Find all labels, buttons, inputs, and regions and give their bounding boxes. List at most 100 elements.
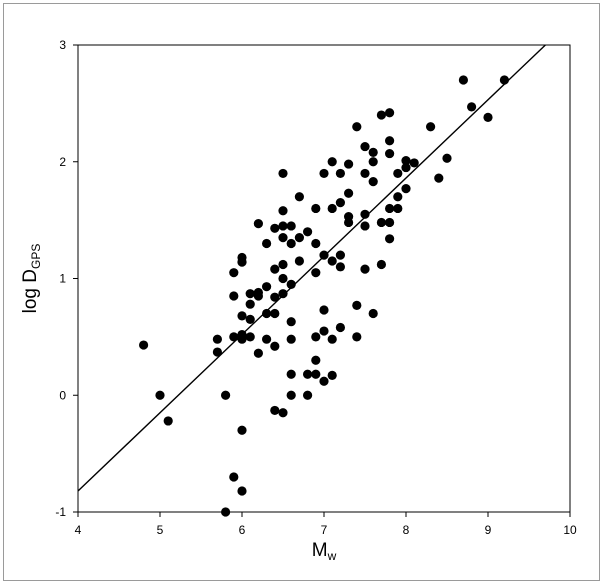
data-points bbox=[139, 75, 509, 517]
data-point bbox=[319, 250, 329, 260]
data-point bbox=[335, 262, 345, 272]
data-point bbox=[360, 221, 370, 231]
data-point bbox=[253, 348, 263, 358]
data-point bbox=[335, 322, 345, 333]
data-point bbox=[212, 347, 222, 357]
data-point bbox=[221, 390, 231, 400]
x-axis-title-subscript: w bbox=[327, 549, 337, 563]
data-point bbox=[401, 162, 411, 173]
data-point bbox=[327, 157, 337, 167]
data-point bbox=[237, 329, 247, 340]
data-point bbox=[163, 416, 173, 426]
data-point bbox=[352, 300, 362, 310]
regression-line bbox=[77, 44, 546, 492]
data-point bbox=[360, 209, 370, 219]
x-tick-label: 8 bbox=[403, 523, 410, 537]
data-point bbox=[212, 334, 222, 344]
x-axis-ticks: 4 5 6 7 8 9 10 bbox=[75, 512, 577, 537]
data-point bbox=[286, 369, 296, 379]
data-point bbox=[237, 311, 247, 321]
data-point bbox=[344, 159, 354, 169]
data-point bbox=[270, 264, 280, 274]
data-point bbox=[311, 268, 321, 278]
y-tick-label: 1 bbox=[59, 272, 66, 286]
data-point bbox=[245, 314, 255, 324]
data-point bbox=[311, 355, 321, 365]
data-point bbox=[303, 369, 313, 379]
data-point bbox=[409, 158, 419, 168]
x-tick-label: 9 bbox=[485, 523, 492, 537]
x-tick-label: 7 bbox=[321, 523, 328, 537]
data-point bbox=[286, 317, 296, 327]
data-point bbox=[368, 176, 378, 187]
data-point bbox=[245, 289, 255, 299]
data-point bbox=[262, 282, 272, 292]
data-point bbox=[393, 192, 403, 202]
data-point bbox=[385, 203, 395, 214]
data-point bbox=[278, 221, 288, 231]
data-point bbox=[483, 112, 493, 122]
data-point bbox=[434, 173, 444, 183]
data-point bbox=[327, 256, 337, 266]
data-point bbox=[385, 148, 395, 159]
data-point bbox=[311, 332, 321, 342]
data-point bbox=[385, 136, 395, 146]
data-point bbox=[270, 405, 280, 416]
data-point bbox=[237, 252, 247, 263]
x-tick-label: 6 bbox=[239, 523, 246, 537]
data-point bbox=[245, 299, 255, 309]
data-point bbox=[229, 291, 239, 301]
data-point bbox=[286, 279, 296, 289]
data-point bbox=[270, 341, 280, 351]
data-point bbox=[319, 305, 329, 315]
x-tick-label: 5 bbox=[157, 523, 164, 537]
data-point bbox=[499, 75, 509, 85]
data-point bbox=[327, 370, 337, 381]
plot-area-border bbox=[77, 44, 571, 513]
x-tick-label: 4 bbox=[75, 523, 82, 537]
y-axis-ticks: -1 0 1 2 3 bbox=[55, 38, 78, 519]
data-point bbox=[319, 168, 329, 179]
data-point bbox=[311, 238, 321, 249]
data-point bbox=[286, 221, 296, 231]
data-point bbox=[286, 334, 296, 344]
data-point bbox=[319, 326, 329, 336]
data-point bbox=[401, 184, 411, 194]
data-point bbox=[335, 250, 345, 260]
data-point bbox=[278, 273, 288, 284]
data-point bbox=[335, 168, 345, 179]
data-point bbox=[278, 289, 288, 299]
data-point bbox=[253, 219, 263, 229]
data-point bbox=[245, 332, 255, 342]
data-point bbox=[352, 122, 362, 132]
data-point bbox=[385, 217, 395, 228]
axes bbox=[77, 44, 571, 513]
y-tick-label: 0 bbox=[59, 388, 66, 402]
data-point bbox=[426, 122, 436, 132]
y-axis-title-main: log D bbox=[20, 269, 41, 313]
data-point bbox=[458, 75, 468, 85]
data-point bbox=[368, 147, 378, 158]
data-point bbox=[270, 308, 280, 319]
data-point bbox=[278, 259, 288, 270]
data-point bbox=[442, 153, 452, 163]
data-point bbox=[139, 340, 149, 350]
data-point bbox=[393, 203, 403, 214]
data-point bbox=[376, 217, 386, 228]
data-point bbox=[221, 507, 231, 517]
x-axis-title-main: M bbox=[312, 540, 328, 561]
data-point bbox=[376, 259, 386, 270]
data-point bbox=[294, 256, 304, 266]
y-tick-label: 2 bbox=[59, 155, 66, 169]
data-point bbox=[253, 287, 263, 298]
data-point bbox=[294, 192, 304, 202]
data-point bbox=[319, 376, 329, 386]
y-axis-title: log DGPS bbox=[20, 244, 43, 314]
data-point bbox=[360, 141, 370, 152]
data-point bbox=[467, 102, 477, 112]
x-tick-label: 10 bbox=[563, 523, 577, 537]
data-point bbox=[278, 233, 288, 243]
data-point bbox=[229, 268, 239, 278]
y-tick-label: 3 bbox=[59, 38, 66, 52]
